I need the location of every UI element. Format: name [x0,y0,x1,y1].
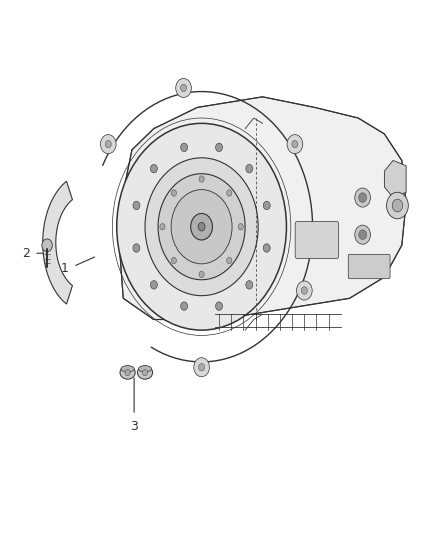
Circle shape [215,143,223,151]
Text: 1: 1 [61,262,69,274]
Ellipse shape [138,366,152,379]
Circle shape [198,222,205,231]
Polygon shape [385,160,406,198]
Circle shape [105,140,111,148]
Circle shape [158,174,245,280]
Circle shape [392,199,403,212]
Circle shape [145,158,258,296]
Ellipse shape [121,366,134,372]
Circle shape [246,164,253,173]
Circle shape [359,193,367,203]
Circle shape [199,271,204,278]
Circle shape [125,369,130,376]
Ellipse shape [120,366,135,379]
Circle shape [180,302,187,310]
Circle shape [42,239,52,252]
Circle shape [150,280,157,289]
FancyBboxPatch shape [348,254,390,279]
Circle shape [263,201,270,209]
FancyBboxPatch shape [295,221,339,259]
Circle shape [176,78,191,98]
Circle shape [180,84,187,92]
Circle shape [227,257,232,264]
Circle shape [287,135,303,154]
Circle shape [359,230,367,239]
Circle shape [292,140,298,148]
Circle shape [238,223,244,230]
Circle shape [199,176,204,182]
Circle shape [160,223,165,230]
Circle shape [191,214,212,240]
Circle shape [180,143,187,151]
Ellipse shape [138,366,152,372]
Circle shape [194,358,209,377]
Circle shape [227,190,232,196]
Polygon shape [119,97,406,319]
Circle shape [142,369,148,376]
Circle shape [355,225,371,244]
Circle shape [150,164,157,173]
Circle shape [198,364,205,371]
Circle shape [355,188,371,207]
Circle shape [133,201,140,209]
Circle shape [387,192,408,219]
Circle shape [117,123,286,330]
Text: 3: 3 [130,420,138,433]
Circle shape [297,281,312,300]
Circle shape [301,287,307,294]
Circle shape [263,244,270,252]
Circle shape [133,244,140,252]
Circle shape [100,135,116,154]
Text: 2: 2 [22,247,30,260]
Circle shape [215,302,223,310]
Circle shape [171,257,177,264]
Circle shape [246,280,253,289]
Circle shape [171,190,177,196]
Polygon shape [43,181,72,304]
Circle shape [171,190,232,264]
